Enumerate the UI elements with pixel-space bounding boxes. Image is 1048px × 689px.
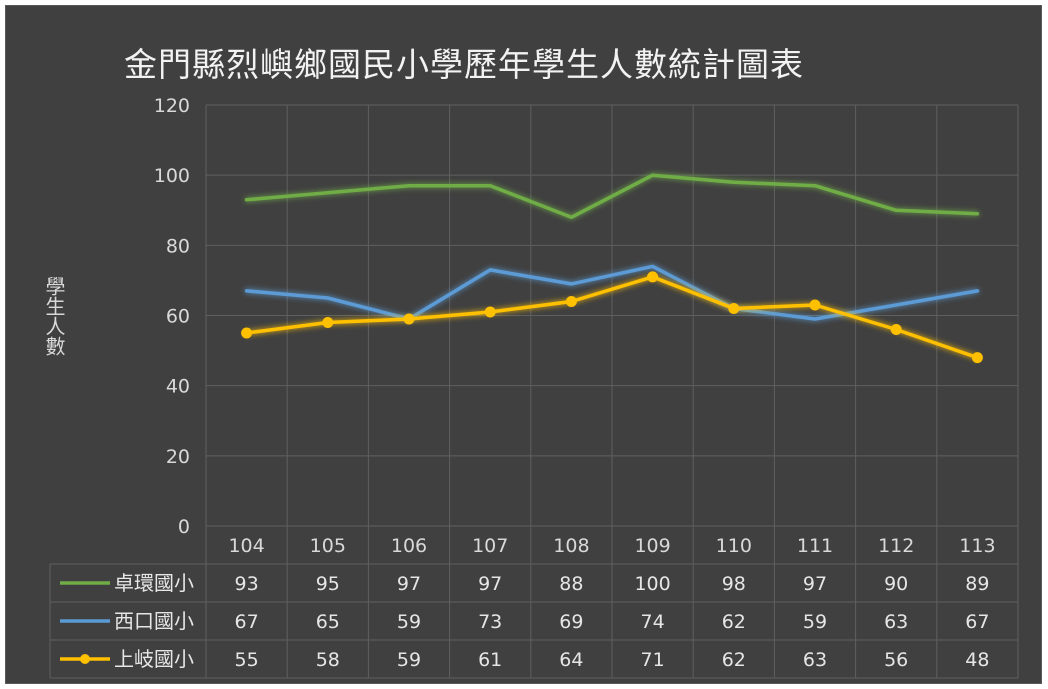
x-tick-label: 110	[716, 535, 752, 557]
y-tick-label: 20	[166, 446, 190, 468]
table-cell: 58	[316, 649, 340, 671]
table-cell: 88	[559, 573, 583, 595]
y-tick-label: 100	[154, 165, 190, 187]
table-cell: 97	[478, 573, 502, 595]
series-point	[728, 302, 740, 314]
table-cell: 63	[803, 649, 827, 671]
x-tick-label: 107	[472, 535, 508, 557]
table-cell: 71	[641, 649, 665, 671]
legend-marker	[80, 654, 90, 664]
table-cell: 62	[722, 649, 746, 671]
y-tick-label: 0	[178, 516, 190, 538]
series-point	[241, 327, 253, 339]
series-point	[647, 271, 659, 283]
table-cell: 89	[965, 573, 989, 595]
x-tick-label: 104	[228, 535, 264, 557]
table-cell: 62	[722, 611, 746, 633]
series-line	[244, 275, 980, 360]
table-cell: 95	[316, 573, 340, 595]
chart-title: 金門縣烈嶼鄉國民小學歷年學生人數統計圖表	[124, 45, 804, 84]
table-cell: 100	[634, 573, 670, 595]
x-tick-label: 108	[553, 535, 589, 557]
series-point	[890, 324, 902, 336]
chart-frame: 金門縣烈嶼鄉國民小學歷年學生人數統計圖表 學生人數 0 20 40 60 80 100 12…	[5, 5, 1042, 684]
table-cell: 67	[235, 611, 259, 633]
x-tick-label: 109	[634, 535, 670, 557]
y-axis-label: 學生人數	[42, 276, 66, 356]
x-tick-label: 112	[878, 535, 914, 557]
table-cell: 67	[965, 611, 989, 633]
series-point	[565, 295, 577, 307]
y-tick-label: 60	[166, 306, 190, 328]
x-tick-label: 113	[959, 535, 995, 557]
series-point	[971, 352, 983, 364]
table-cell: 73	[478, 611, 502, 633]
table-cell: 69	[559, 611, 583, 633]
y-axis-label-wrap: 學生人數	[40, 276, 76, 376]
table-cell: 59	[397, 649, 421, 671]
table-cell: 97	[397, 573, 421, 595]
table-cell: 65	[316, 611, 340, 633]
x-tick-label: 111	[797, 535, 833, 557]
table-cell: 90	[884, 573, 908, 595]
series-point	[809, 299, 821, 311]
legend-label: 西口國小	[114, 609, 194, 633]
legend-label: 卓環國小	[114, 571, 194, 595]
series-line	[244, 173, 980, 220]
y-tick-label: 40	[166, 376, 190, 398]
table-cell: 63	[884, 611, 908, 633]
x-tick-label: 106	[391, 535, 427, 557]
y-tick-label: 80	[166, 235, 190, 257]
table-cell: 48	[965, 649, 989, 671]
legend-label: 上岐國小	[114, 647, 194, 671]
table-cell: 59	[397, 611, 421, 633]
table-cell: 74	[641, 611, 665, 633]
table-cell: 61	[478, 649, 502, 671]
y-tick-label: 120	[154, 95, 190, 117]
x-tick-label: 105	[310, 535, 346, 557]
table-cell: 98	[722, 573, 746, 595]
table-cell: 55	[235, 649, 259, 671]
series-point	[484, 306, 496, 318]
series-line	[244, 264, 980, 321]
table-cell: 56	[884, 649, 908, 671]
table-cell: 64	[559, 649, 583, 671]
table-cell: 93	[235, 573, 259, 595]
line-chart: 0 20 40 60 80 100 120 104 105 106 107 108 109 110 111…	[49, 95, 1019, 679]
series-point	[403, 313, 415, 325]
series-point	[322, 317, 334, 329]
table-cell: 59	[803, 611, 827, 633]
table-cell: 97	[803, 573, 827, 595]
